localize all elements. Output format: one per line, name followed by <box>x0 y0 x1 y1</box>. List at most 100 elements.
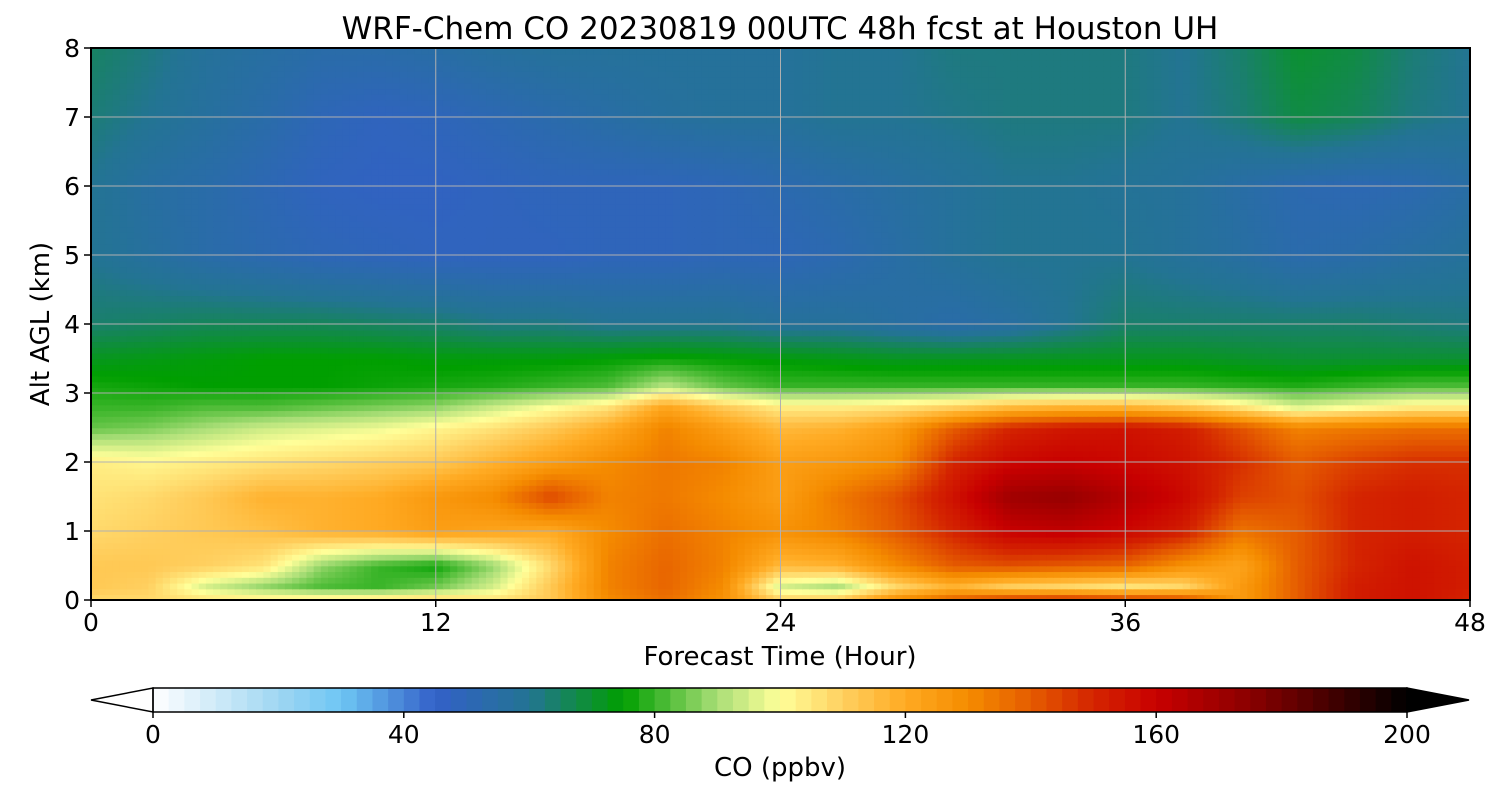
heatmap-cell <box>759 566 767 573</box>
heatmap-cell <box>256 566 264 573</box>
heatmap-cell <box>687 577 695 584</box>
heatmap-cell <box>687 583 695 590</box>
heatmap-cell <box>795 577 803 584</box>
heatmap-cell <box>1132 554 1140 561</box>
heatmap-cell <box>594 571 602 578</box>
heatmap-cell <box>472 583 480 590</box>
heatmap-cell <box>91 589 99 596</box>
heatmap-cell <box>1219 571 1227 578</box>
heatmap-cell <box>845 548 853 555</box>
heatmap-cell <box>256 560 264 567</box>
heatmap-cell <box>737 560 745 567</box>
heatmap-cell <box>551 589 559 596</box>
heatmap-cell <box>170 548 178 555</box>
heatmap-cell <box>227 583 235 590</box>
heatmap-cell <box>199 554 207 561</box>
heatmap-cell <box>1204 583 1212 590</box>
heatmap-cell <box>824 577 832 584</box>
heatmap-cell <box>1326 577 1334 584</box>
heatmap-cell <box>831 571 839 578</box>
heatmap-cell <box>1147 589 1155 596</box>
heatmap-cell <box>1427 560 1435 567</box>
heatmap-cell <box>1420 560 1428 567</box>
heatmap-cell <box>321 571 329 578</box>
heatmap-cell <box>1154 554 1162 561</box>
heatmap-cell <box>1348 589 1356 596</box>
heatmap-cell <box>982 566 990 573</box>
heatmap-cell <box>400 583 408 590</box>
heatmap-cell <box>285 554 293 561</box>
heatmap-cell <box>529 571 537 578</box>
heatmap-cell <box>393 571 401 578</box>
heatmap-cell <box>1362 583 1370 590</box>
heatmap-cell <box>529 560 537 567</box>
heatmap-cell <box>1312 589 1320 596</box>
heatmap-cell <box>1018 583 1026 590</box>
heatmap-cell <box>1456 566 1464 573</box>
heatmap-cell <box>436 566 444 573</box>
heatmap-cell <box>220 560 228 567</box>
heatmap-cell <box>1125 554 1133 561</box>
heatmap-cell <box>536 566 544 573</box>
heatmap-cell <box>1183 589 1191 596</box>
heatmap-cell <box>1377 589 1385 596</box>
heatmap-cell <box>867 566 875 573</box>
heatmap-cell <box>1434 566 1442 573</box>
heatmap-cell <box>551 566 559 573</box>
heatmap-cell <box>1125 560 1133 567</box>
heatmap-cell <box>867 577 875 584</box>
heatmap-cell <box>1097 571 1105 578</box>
heatmap-cell <box>939 577 947 584</box>
heatmap-cell <box>1104 589 1112 596</box>
heatmap-cell <box>1283 554 1291 561</box>
heatmap-cell <box>895 589 903 596</box>
heatmap-cell <box>1312 577 1320 584</box>
heatmap-cell <box>156 554 164 561</box>
heatmap-cell <box>1161 571 1169 578</box>
heatmap-cell <box>177 589 185 596</box>
heatmap-cell <box>357 560 365 567</box>
heatmap-cell <box>824 571 832 578</box>
heatmap-cell <box>120 589 128 596</box>
heatmap-cell <box>1082 583 1090 590</box>
heatmap-cell <box>788 577 796 584</box>
heatmap-cell <box>256 548 264 555</box>
heatmap-cell <box>500 571 508 578</box>
heatmap-cell <box>1068 571 1076 578</box>
heatmap-cell <box>450 583 458 590</box>
heatmap-cell <box>385 583 393 590</box>
heatmap-cell <box>608 554 616 561</box>
heatmap-cell <box>1413 577 1421 584</box>
heatmap-cell <box>1276 583 1284 590</box>
heatmap-cell <box>960 566 968 573</box>
heatmap-cell <box>939 560 947 567</box>
heatmap-cell <box>1348 577 1356 584</box>
heatmap-cell <box>335 571 343 578</box>
heatmap-cell <box>450 566 458 573</box>
heatmap-cell <box>1341 571 1349 578</box>
heatmap-cell <box>989 554 997 561</box>
heatmap-cell <box>587 554 595 561</box>
heatmap-cell <box>1089 577 1097 584</box>
heatmap-cell <box>1341 583 1349 590</box>
heatmap-cell <box>285 571 293 578</box>
heatmap-cell <box>809 583 817 590</box>
heatmap-cell <box>1290 577 1298 584</box>
heatmap-cell <box>687 589 695 596</box>
heatmap-cell <box>543 566 551 573</box>
heatmap-cell <box>450 577 458 584</box>
heatmap-cell <box>1082 554 1090 561</box>
heatmap-cell <box>572 589 580 596</box>
heatmap-cell <box>98 560 106 567</box>
heatmap-cell <box>1441 583 1449 590</box>
heatmap-cell <box>1413 554 1421 561</box>
heatmap-cell <box>543 571 551 578</box>
heatmap-cell <box>1247 583 1255 590</box>
heatmap-cell <box>184 589 192 596</box>
heatmap-cell <box>1283 577 1291 584</box>
heatmap-cell <box>1369 577 1377 584</box>
heatmap-cell <box>910 560 918 567</box>
heatmap-cell <box>263 583 271 590</box>
heatmap-cell <box>1405 583 1413 590</box>
heatmap-cell <box>227 577 235 584</box>
